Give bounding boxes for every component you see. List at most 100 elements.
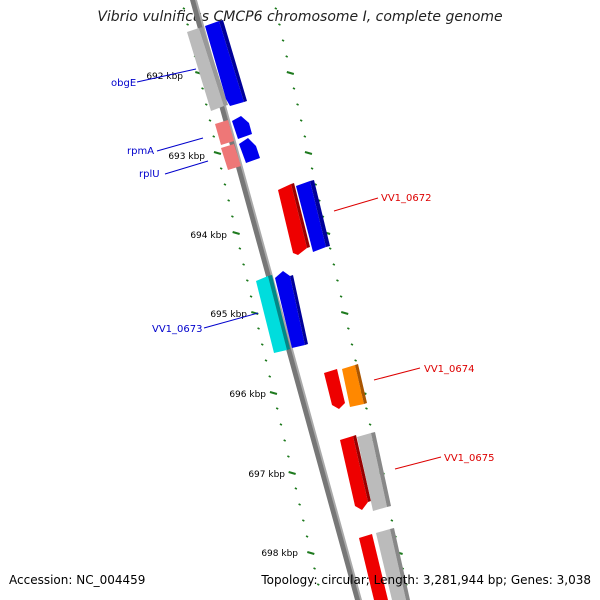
outer-tick — [278, 23, 281, 26]
inner-tick — [268, 375, 272, 378]
inner-tick — [204, 103, 208, 106]
ruler-label-698: 698 kbp — [261, 549, 298, 559]
gene-vv1-0674 — [342, 365, 364, 407]
outer-tick — [340, 311, 349, 315]
outer-tick — [285, 55, 289, 58]
inner-tick — [275, 407, 279, 410]
outer-tick — [350, 343, 354, 346]
ruler-label-695: 695 kbp — [210, 310, 247, 320]
outer-tick — [346, 327, 350, 330]
leader-rpmA — [156, 137, 204, 152]
gene-vv1-0675-red — [340, 436, 368, 510]
gene-vv1-0672 — [296, 181, 326, 252]
leader-vv1-0675 — [394, 456, 442, 470]
gene-label-vv1-0673: VV1_0673 — [152, 324, 203, 335]
leader-vv1-0674 — [373, 367, 421, 381]
gene-obgE — [205, 21, 244, 106]
inner-tick — [316, 583, 320, 586]
gene-label-vv1-0675: VV1_0675 — [444, 453, 495, 464]
inner-tick — [186, 23, 189, 26]
gene-block-red-bottom — [359, 534, 388, 600]
inner-tick — [283, 439, 287, 442]
outer-tick — [339, 295, 343, 298]
outer-tick — [304, 151, 313, 155]
outer-tick — [281, 39, 285, 42]
leader-vv1-0673 — [203, 312, 259, 329]
gene-vv1-0672-shade — [310, 180, 330, 247]
ruler-labels: 692 kbp 693 kbp 694 kbp 695 kbp 696 kbp … — [146, 72, 298, 559]
gene-block-gray-bottom-shade — [390, 528, 410, 600]
gene-label-obgE: obgE — [111, 78, 136, 89]
gene-vv1-0673 — [275, 271, 305, 348]
inner-tick — [260, 343, 264, 346]
inner-tick — [298, 503, 301, 506]
gene-vv1-0673-cyan — [256, 276, 287, 353]
gene-vv1-0674-red — [324, 369, 345, 409]
gene-vv1-0675 — [357, 433, 387, 511]
outer-tick — [286, 71, 295, 75]
outer-tick — [365, 407, 368, 410]
outer-tick — [354, 359, 357, 362]
outer-tick — [310, 167, 314, 170]
gene-rplU-salmon — [221, 144, 241, 170]
gene-vv1-0674-shade — [355, 364, 367, 404]
inner-tick — [208, 119, 212, 122]
ruler-label-697: 697 kbp — [248, 470, 285, 480]
inner-tick — [238, 247, 242, 250]
inner-tick — [232, 231, 240, 235]
inner-tick — [257, 327, 260, 330]
gene-rpmA-salmon — [215, 120, 234, 145]
outer-tick — [368, 423, 372, 426]
outer-tick — [390, 519, 394, 522]
inner-tick — [223, 183, 227, 186]
gene-rpmA — [232, 116, 252, 139]
outer-tick — [303, 135, 307, 138]
gene-label-rplU: rplU — [139, 169, 160, 180]
ruler-label-696: 696 kbp — [229, 390, 266, 400]
accession-text: Accession: NC_004459 — [9, 573, 146, 587]
leader-vv1-0672 — [333, 197, 379, 212]
outer-tick — [314, 183, 318, 186]
gene-vv1-0673-shade — [290, 275, 308, 345]
inner-tick — [242, 263, 245, 266]
inner-tick — [279, 423, 283, 426]
gene-vv1-0672-red — [278, 184, 307, 255]
gene-obgE-shade — [219, 20, 247, 102]
inner-tick — [264, 359, 268, 362]
chromosome-backbone-highlight — [195, 0, 362, 600]
gene-block-gray-obge-shade — [199, 27, 228, 106]
gene-label-vv1-0672: VV1_0672 — [381, 193, 432, 204]
inner-tick — [219, 167, 223, 170]
gene-vv1-0675-shade — [371, 432, 391, 507]
leader-rplU — [164, 160, 209, 175]
outer-tick — [332, 263, 336, 266]
inner-tick — [313, 567, 316, 570]
inner-tick — [231, 215, 234, 218]
outer-tick — [299, 119, 303, 122]
gene-block-gray-bottom — [376, 529, 406, 600]
gene-vv1-0672-red-shade — [291, 183, 310, 248]
outer-tick — [292, 87, 296, 90]
inner-tick — [182, 7, 186, 10]
inner-tick — [307, 551, 315, 555]
outer-tick — [336, 279, 339, 282]
inner-tick — [305, 535, 309, 538]
outer-tick — [296, 103, 299, 106]
inner-tick — [301, 519, 305, 522]
gene-label-rpmA: rpmA — [127, 146, 154, 157]
outer-tick — [274, 7, 278, 10]
inner-tick — [288, 471, 296, 475]
gene-vv1-0673-cyan-shade — [268, 275, 290, 350]
inner-tick — [249, 295, 253, 298]
gene-label-vv1-0674: VV1_0674 — [424, 364, 475, 375]
inner-tick — [287, 455, 290, 458]
ruler-label-692: 692 kbp — [146, 72, 183, 82]
inner-tick — [201, 87, 204, 90]
gene-vv1-0675-red-shade — [353, 435, 371, 502]
inner-tick-track — [182, 7, 320, 586]
ruler-label-693: 693 kbp — [168, 152, 205, 162]
gene-rplU — [239, 138, 260, 163]
ruler-label-694: 694 kbp — [190, 231, 227, 241]
outer-tick — [328, 247, 332, 250]
